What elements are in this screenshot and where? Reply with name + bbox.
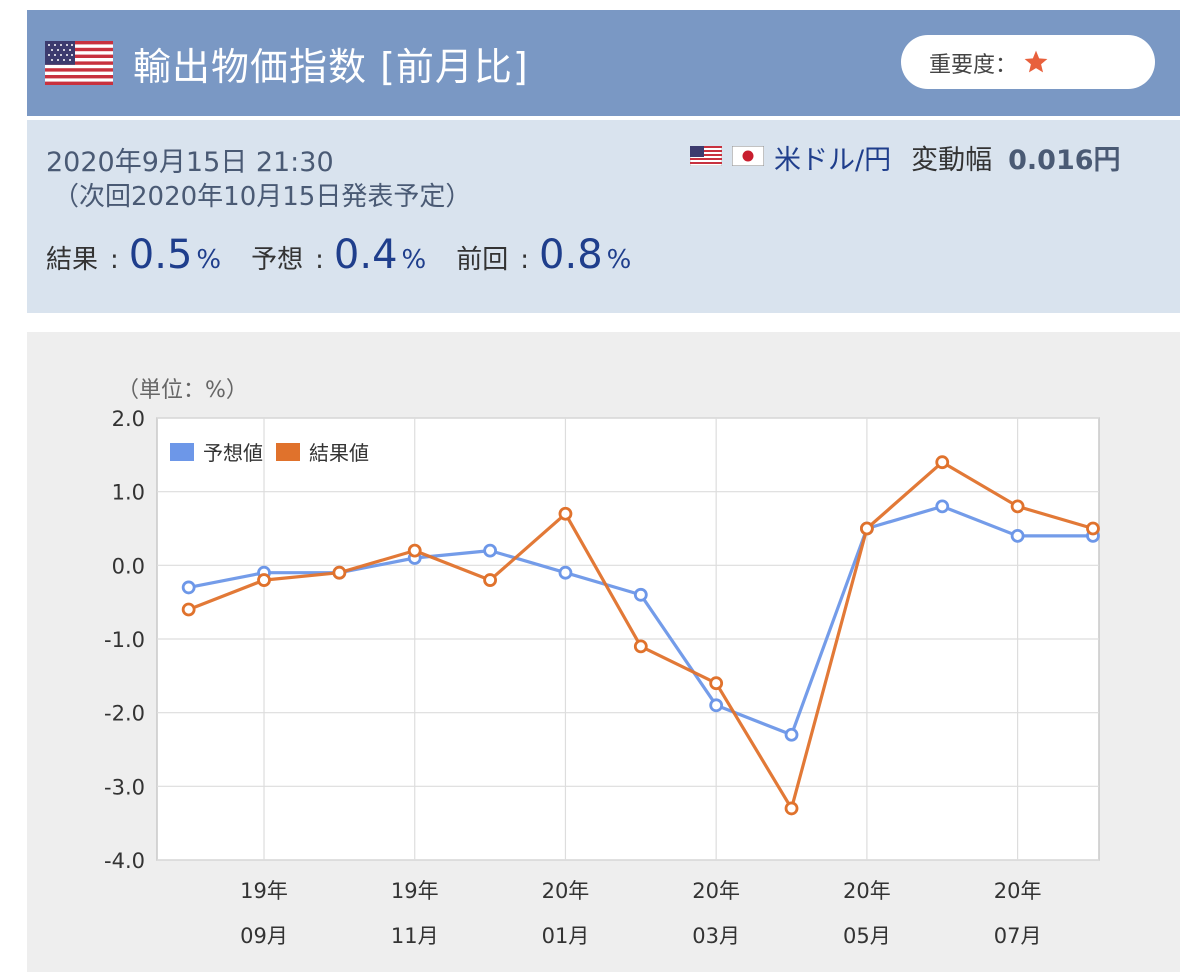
x-tick-label: 20年 — [843, 879, 891, 903]
data-point — [332, 565, 347, 580]
stat-separator: : — [315, 245, 324, 275]
legend-swatch — [168, 441, 196, 463]
stat-value: 0.8 — [539, 232, 603, 278]
data-point — [483, 573, 497, 587]
indicator-header: 輸出物価指数 [前月比] 重要度： — [27, 10, 1180, 116]
data-point — [1010, 528, 1025, 543]
data-point — [257, 573, 271, 587]
grid-lines — [157, 417, 1099, 861]
volatility-label: 変動幅 — [911, 144, 993, 176]
stat-unit: % — [606, 245, 632, 275]
unit-label: （単位：%） — [117, 378, 248, 403]
data-point — [935, 499, 950, 514]
stat-separator: : — [520, 245, 530, 275]
stat-unit: % — [196, 245, 222, 275]
x-tick-label: 19年 — [240, 879, 288, 903]
x-tick-label: 19年 — [391, 879, 439, 903]
volatility-value: 0.016円 — [1008, 144, 1121, 176]
legend-label: 予想値 — [203, 441, 263, 465]
x-tick-label: 07月 — [994, 924, 1042, 948]
legend-swatch — [274, 441, 302, 463]
x-tick-label: 20年 — [542, 879, 590, 903]
data-point — [784, 727, 799, 742]
data-point — [709, 676, 724, 691]
stat-label: 予想 — [251, 245, 304, 275]
data-point — [633, 587, 648, 602]
stat-unit: % — [401, 245, 427, 275]
x-tick-label: 20年 — [994, 879, 1042, 903]
x-tick-label: 11月 — [391, 924, 439, 948]
stat-separator: : — [110, 245, 119, 275]
page-title: 輸出物価指数 [前月比] — [133, 45, 529, 89]
stat-value: 0.4 — [333, 232, 398, 278]
y-tick-label: -2.0 — [104, 702, 145, 726]
y-tick-label: -1.0 — [104, 628, 145, 652]
data-point — [483, 543, 497, 558]
release-datetime: 2020年9月15日 21:30 — [46, 147, 334, 178]
us-flag-icon — [689, 142, 723, 173]
data-point — [633, 639, 648, 654]
currency-pair-link[interactable]: 米ドル/円 — [774, 144, 892, 176]
y-tick-label: -4.0 — [104, 849, 145, 873]
release-stats: 結果 : 0.5 % 予想 : 0.4 % 前回 : 0.8 % — [46, 232, 661, 278]
data-point — [181, 602, 196, 617]
us-flag-icon — [45, 41, 113, 89]
stat-value: 0.5 — [128, 232, 193, 278]
data-point — [1086, 521, 1100, 536]
importance-label: 重要度： — [929, 53, 1018, 78]
currency-pair-info: 米ドル/円 変動幅 0.016円 — [689, 140, 1121, 176]
stat-label: 結果 — [46, 245, 99, 275]
data-point — [784, 801, 799, 816]
next-release-note: （次回2020年10月15日発表予定） — [53, 182, 472, 212]
data-point — [935, 455, 950, 470]
legend-label: 結果値 — [309, 441, 369, 465]
axes: 2.0 1.0 0.0 -1.0 -2.0 -3.0 -4.0 19年 09月 19年 11月 20年… — [104, 407, 1041, 948]
line-chart: （単位：%） 2.0 1.0 0.0 -1.0 -2.0 -3.0 -4.0 19年 09月 19… — [104, 378, 1100, 948]
y-tick-label: 0.0 — [112, 554, 145, 578]
series-lines — [181, 455, 1100, 816]
x-tick-label: 05月 — [843, 924, 891, 948]
stat-label: 前回 — [456, 245, 509, 275]
release-info-panel: 2020年9月15日 21:30 （次回2020年10月15日発表予定） 米ドル… — [27, 120, 1180, 313]
data-point — [859, 521, 874, 536]
chart-panel: （単位：%） 2.0 1.0 0.0 -1.0 -2.0 -3.0 -4.0 19年 09月 19… — [27, 332, 1180, 972]
y-tick-label: -3.0 — [104, 775, 145, 799]
data-point — [709, 698, 724, 713]
data-point — [407, 543, 422, 558]
stat-forecast: 予想 : 0.4 % — [251, 232, 426, 278]
y-tick-label: 1.0 — [112, 481, 145, 505]
x-tick-label: 20年 — [692, 879, 740, 903]
data-point — [558, 565, 573, 580]
star-icon — [1023, 49, 1049, 79]
data-point — [558, 506, 573, 521]
data-point — [181, 580, 196, 595]
stat-previous: 前回 : 0.8 % — [456, 232, 631, 278]
data-point — [1010, 499, 1025, 514]
jp-flag-icon — [732, 142, 764, 173]
x-tick-label: 01月 — [542, 924, 590, 948]
y-tick-label: 2.0 — [112, 407, 145, 431]
x-tick-label: 09月 — [240, 924, 288, 948]
x-tick-label: 03月 — [692, 924, 740, 948]
legend: 予想値 結果値 — [168, 441, 369, 465]
stat-actual: 結果 : 0.5 % — [46, 232, 221, 278]
importance-badge: 重要度： — [901, 35, 1155, 89]
